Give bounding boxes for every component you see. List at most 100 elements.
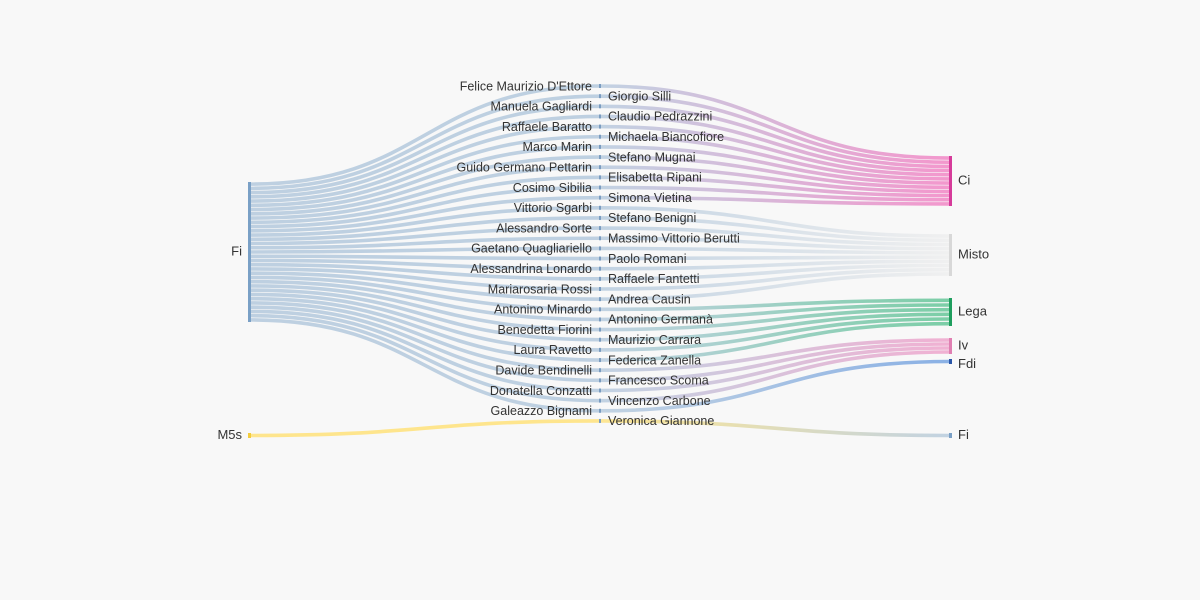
link-left-17[interactable] <box>249 254 601 261</box>
link-left-2[interactable] <box>249 104 601 195</box>
link-right-10[interactable] <box>599 185 951 202</box>
link-right-5[interactable] <box>599 134 951 181</box>
link-left-29[interactable] <box>249 305 601 383</box>
link-right-12[interactable] <box>599 206 951 238</box>
link-left-7[interactable] <box>249 155 601 216</box>
politician-node[interactable] <box>599 226 601 231</box>
politician-node[interactable] <box>599 256 601 261</box>
link-right-7[interactable] <box>599 155 951 190</box>
link-left-21[interactable] <box>249 271 601 301</box>
link-right-1[interactable] <box>599 94 951 165</box>
link-left-16[interactable] <box>249 246 601 254</box>
politician-node[interactable] <box>599 408 601 413</box>
link-right-9[interactable] <box>599 175 951 198</box>
link-left-9[interactable] <box>249 175 601 225</box>
link-left-6[interactable] <box>249 145 601 212</box>
link-left-20[interactable] <box>249 267 601 291</box>
link-right-28[interactable] <box>599 338 951 372</box>
target-node-fdi[interactable] <box>949 359 952 364</box>
link-left-18[interactable] <box>249 258 601 271</box>
politician-node[interactable] <box>599 347 601 352</box>
link-left-10[interactable] <box>249 185 601 229</box>
target-node-fi[interactable] <box>949 433 952 438</box>
politician-node[interactable] <box>599 236 601 241</box>
link-left-14[interactable] <box>249 226 601 246</box>
link-right-11[interactable] <box>599 195 951 206</box>
politician-node[interactable] <box>599 185 601 190</box>
link-left-23[interactable] <box>249 279 601 322</box>
link-right-25[interactable] <box>599 312 951 342</box>
link-right-16[interactable] <box>599 246 951 255</box>
politician-node[interactable] <box>599 418 601 423</box>
politician-node[interactable] <box>599 398 601 403</box>
politician-node[interactable] <box>599 337 601 342</box>
link-right-0[interactable] <box>599 84 951 160</box>
link-left-33[interactable] <box>249 419 601 438</box>
politician-node[interactable] <box>599 266 601 271</box>
politician-node[interactable] <box>599 358 601 363</box>
link-left-0[interactable] <box>249 84 601 186</box>
target-node-iv[interactable] <box>949 338 952 354</box>
politician-node[interactable] <box>599 84 601 88</box>
link-left-26[interactable] <box>249 292 601 352</box>
link-left-8[interactable] <box>249 165 601 220</box>
politician-node[interactable] <box>599 124 601 129</box>
link-left-27[interactable] <box>249 296 601 362</box>
target-node-ci[interactable] <box>949 156 952 206</box>
link-right-17[interactable] <box>599 255 951 261</box>
link-left-4[interactable] <box>249 124 601 203</box>
link-right-2[interactable] <box>599 104 951 169</box>
politician-node[interactable] <box>599 378 601 383</box>
link-left-15[interactable] <box>249 236 601 250</box>
politician-node[interactable] <box>599 297 601 302</box>
target-node-misto[interactable] <box>949 234 952 276</box>
politician-node[interactable] <box>599 276 601 281</box>
politician-node[interactable] <box>599 327 601 332</box>
link-right-24[interactable] <box>599 307 951 332</box>
link-right-33[interactable] <box>599 419 951 438</box>
link-left-1[interactable] <box>249 94 601 191</box>
link-right-27[interactable] <box>599 321 951 362</box>
link-right-14[interactable] <box>599 226 951 247</box>
politician-node[interactable] <box>599 215 601 220</box>
link-right-18[interactable] <box>599 259 951 271</box>
politician-node[interactable] <box>599 388 601 393</box>
source-node-fi[interactable] <box>248 182 251 322</box>
link-left-3[interactable] <box>249 114 601 199</box>
link-left-12[interactable] <box>249 206 601 237</box>
link-right-20[interactable] <box>599 267 951 291</box>
link-right-8[interactable] <box>599 165 951 194</box>
link-right-32[interactable] <box>599 359 951 413</box>
link-left-13[interactable] <box>249 216 601 242</box>
politician-node[interactable] <box>599 307 601 312</box>
link-left-30[interactable] <box>249 309 601 393</box>
politician-node[interactable] <box>599 317 601 322</box>
politician-node[interactable] <box>599 165 601 170</box>
link-right-29[interactable] <box>599 342 951 383</box>
link-left-5[interactable] <box>249 134 601 208</box>
link-right-30[interactable] <box>599 346 951 393</box>
link-right-31[interactable] <box>599 350 951 403</box>
politician-node[interactable] <box>599 205 601 210</box>
link-right-19[interactable] <box>599 263 951 281</box>
link-right-15[interactable] <box>599 236 951 251</box>
link-right-21[interactable] <box>599 272 951 301</box>
politician-node[interactable] <box>599 94 601 99</box>
politician-node[interactable] <box>599 134 601 139</box>
link-right-22[interactable] <box>599 298 951 312</box>
politician-node[interactable] <box>599 246 601 251</box>
link-left-11[interactable] <box>249 195 601 233</box>
link-right-3[interactable] <box>599 114 951 173</box>
link-right-26[interactable] <box>599 317 951 352</box>
politician-node[interactable] <box>599 114 601 119</box>
politician-node[interactable] <box>599 195 601 200</box>
link-right-13[interactable] <box>599 216 951 243</box>
politician-node[interactable] <box>599 287 601 291</box>
link-left-19[interactable] <box>249 262 601 281</box>
link-left-25[interactable] <box>249 288 601 342</box>
source-node-m5s[interactable] <box>248 433 251 438</box>
link-right-6[interactable] <box>599 145 951 185</box>
link-left-32[interactable] <box>249 318 601 413</box>
target-node-lega[interactable] <box>949 298 952 326</box>
politician-node[interactable] <box>599 155 601 160</box>
